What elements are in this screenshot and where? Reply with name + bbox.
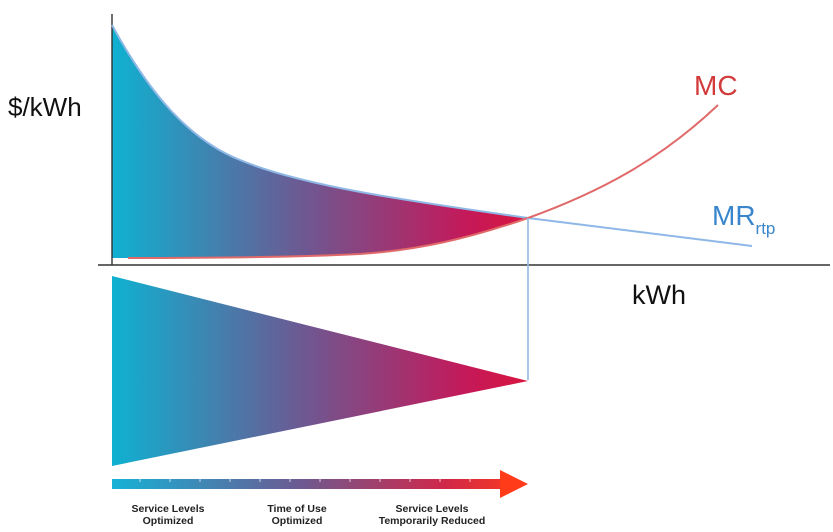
x-axis-label: kWh bbox=[632, 280, 686, 310]
mc-curve-label: MC bbox=[694, 70, 738, 101]
caption-line-1: Time of Use bbox=[267, 503, 327, 515]
mr-curve bbox=[111, 24, 753, 247]
caption-line-2: Temporarily Reduced bbox=[378, 515, 486, 527]
caption-line-2: Optimized bbox=[271, 515, 323, 527]
y-axis-label: $/kWh bbox=[8, 92, 82, 122]
service-wedge bbox=[112, 276, 528, 466]
arrow-caption-optimized: Service Levels Optimized bbox=[108, 503, 228, 527]
mr-label-main: MR bbox=[712, 200, 756, 231]
surplus-area bbox=[112, 25, 528, 258]
caption-line-2: Optimized bbox=[142, 515, 194, 527]
caption-line-1: Service Levels bbox=[395, 503, 469, 515]
mr-label-subscript: rtp bbox=[755, 218, 776, 238]
caption-line-1: Service Levels bbox=[131, 503, 205, 515]
mr-curve-label: MRrtp bbox=[712, 200, 776, 238]
service-level-arrow bbox=[112, 470, 528, 498]
mc-curve bbox=[127, 104, 719, 259]
arrow-caption-temporarily-reduced: Service Levels Temporarily Reduced bbox=[362, 503, 502, 527]
arrow-caption-time-of-use: Time of Use Optimized bbox=[237, 503, 357, 527]
